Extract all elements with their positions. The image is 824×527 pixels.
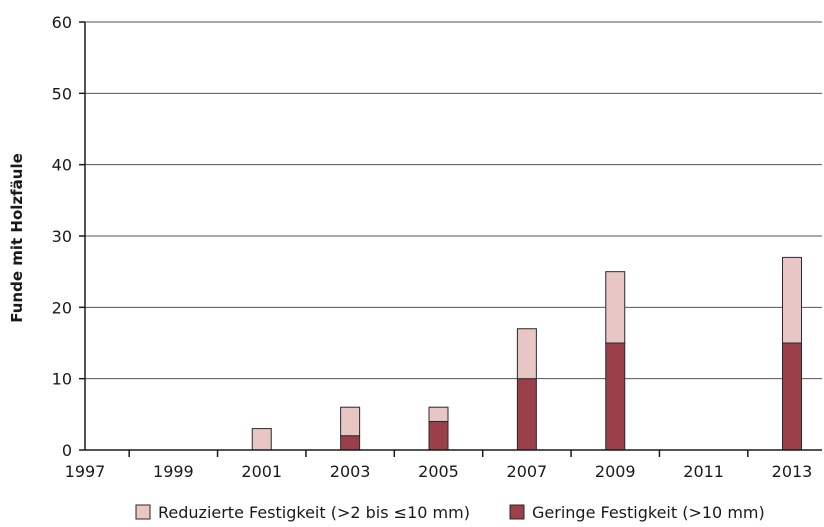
x-tick-label: 2009	[595, 462, 636, 481]
x-tick-labels: 1997 1999 2001 2003 2005 2007 2009 2011 2013	[65, 462, 813, 481]
bar-2007-series-1	[516, 328, 537, 380]
x-tick-label: 2001	[241, 462, 282, 481]
bar-2013-series-0	[782, 342, 802, 451]
y-axis-title: Funde mit Holzfäule	[8, 153, 26, 323]
x-tick-label: 2013	[772, 462, 813, 481]
bar-2005-series-0	[428, 420, 449, 451]
bar-2001-series-1	[251, 428, 272, 451]
bar-2003-series-0	[340, 435, 361, 451]
x-tick-label: 2003	[330, 462, 371, 481]
legend-swatch	[135, 504, 151, 520]
y-tick-label: 30	[52, 227, 72, 246]
bar-2007-series-0	[516, 378, 537, 451]
x-tick-label: 1997	[65, 462, 106, 481]
y-tick-label: 20	[52, 298, 72, 317]
bar-2009-series-1	[605, 271, 626, 344]
legend-label: Geringe Festigkeit (>10 mm)	[532, 503, 765, 522]
bars	[251, 256, 802, 451]
axes	[79, 21, 822, 457]
legend: Reduzierte Festigkeit (>2 bis ≤10 mm) Ger…	[135, 503, 765, 522]
y-tick-labels: 0 10 20 30 40 50 60	[52, 13, 72, 460]
y-tick-label: 0	[62, 441, 72, 460]
legend-label: Reduzierte Festigkeit (>2 bis ≤10 mm)	[158, 503, 470, 522]
y-tick-label: 60	[52, 13, 72, 32]
y-tick-label: 10	[52, 370, 72, 389]
bar-2005-series-1	[428, 406, 449, 422]
gridlines	[85, 21, 822, 380]
bar-2003-series-1	[340, 406, 361, 437]
x-tick-label: 2005	[418, 462, 459, 481]
x-tick-label: 1999	[153, 462, 194, 481]
legend-swatch	[509, 504, 525, 520]
bar-2013-series-1	[782, 256, 802, 344]
y-tick-label: 50	[52, 84, 72, 103]
x-tick-label: 2011	[683, 462, 724, 481]
x-tick-label: 2007	[507, 462, 548, 481]
bar-2009-series-0	[605, 342, 626, 451]
y-tick-label: 40	[52, 156, 72, 175]
